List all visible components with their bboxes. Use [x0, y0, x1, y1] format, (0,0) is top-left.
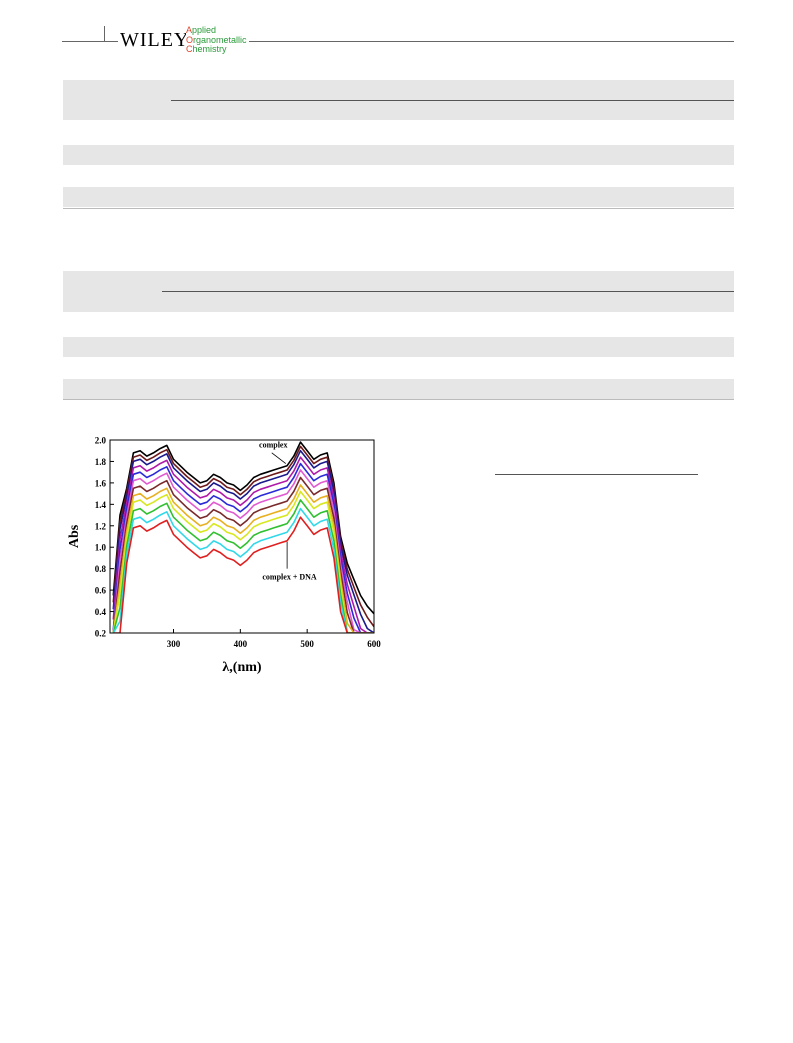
table-1-header-rule — [171, 100, 734, 101]
spectrum-line — [112, 441, 374, 615]
journal-name: Applied Organometallic Chemistry — [186, 25, 249, 55]
x-tick-label: 400 — [234, 639, 248, 649]
caption-rule — [495, 474, 698, 475]
annotation-complex-dna: complex + DNA — [262, 572, 317, 581]
header-tick — [104, 26, 105, 42]
table-1 — [63, 80, 734, 210]
absorption-figure: 0.2 0.4 0.6 0.8 1.0 1.2 1.4 1.6 1.8 2.0 300 400 500 6… — [60, 428, 390, 678]
y-tick-label: 1.4 — [95, 500, 107, 510]
journal-line-1: Applied — [186, 25, 217, 35]
spectrum-line — [112, 469, 374, 633]
y-tick-label: 1.2 — [95, 521, 107, 531]
table-2-row — [63, 379, 734, 399]
table-2-row — [63, 337, 734, 357]
y-tick-label: 1.0 — [95, 543, 107, 553]
table-1-row — [63, 145, 734, 165]
table-2-header-rule — [162, 291, 734, 292]
spectrum-line — [112, 507, 374, 633]
spectrum-line — [112, 476, 374, 633]
spectrum-line — [112, 445, 374, 628]
table-1-row — [63, 187, 734, 207]
annotation-arrow — [271, 452, 287, 464]
x-tick-label: 500 — [300, 639, 314, 649]
annotation-complex: complex — [259, 441, 287, 450]
spectrum-line — [112, 449, 374, 633]
y-tick-label: 0.2 — [95, 629, 107, 639]
spectrum-line — [112, 490, 374, 633]
spectrum-line — [112, 484, 374, 633]
journal-line-3: Chemistry — [186, 44, 227, 54]
y-tick-label: 0.6 — [95, 586, 107, 596]
x-tick-label: 600 — [367, 639, 381, 649]
y-tick-label: 0.4 — [95, 607, 107, 617]
y-tick-label: 1.8 — [95, 457, 107, 467]
spectrum-line — [112, 462, 374, 633]
spectrum-line — [112, 456, 374, 633]
y-tick-label: 2.0 — [95, 436, 107, 446]
absorption-chart: 0.2 0.4 0.6 0.8 1.0 1.2 1.4 1.6 1.8 2.0 300 400 500 6… — [67, 436, 381, 676]
plot-frame — [109, 439, 375, 634]
spectrum-line — [112, 499, 374, 633]
publisher-logo: WILEY — [118, 29, 192, 51]
table-1-bottom-rule — [63, 208, 734, 209]
y-tick-label: 0.8 — [95, 564, 107, 574]
journal-line-2: Organometallic — [186, 34, 247, 45]
x-tick-label: 300 — [167, 639, 181, 649]
y-axis-label: Abs — [67, 524, 82, 548]
table-2-bottom-rule — [63, 399, 734, 400]
header-rule — [62, 41, 734, 42]
spectrum-line — [113, 516, 374, 633]
y-tick-label: 1.6 — [95, 478, 107, 488]
x-axis-label: λ,(nm) — [222, 660, 261, 675]
page-header: WILEY Applied Organometallic Chemistry — [0, 0, 793, 60]
table-2 — [63, 271, 734, 401]
